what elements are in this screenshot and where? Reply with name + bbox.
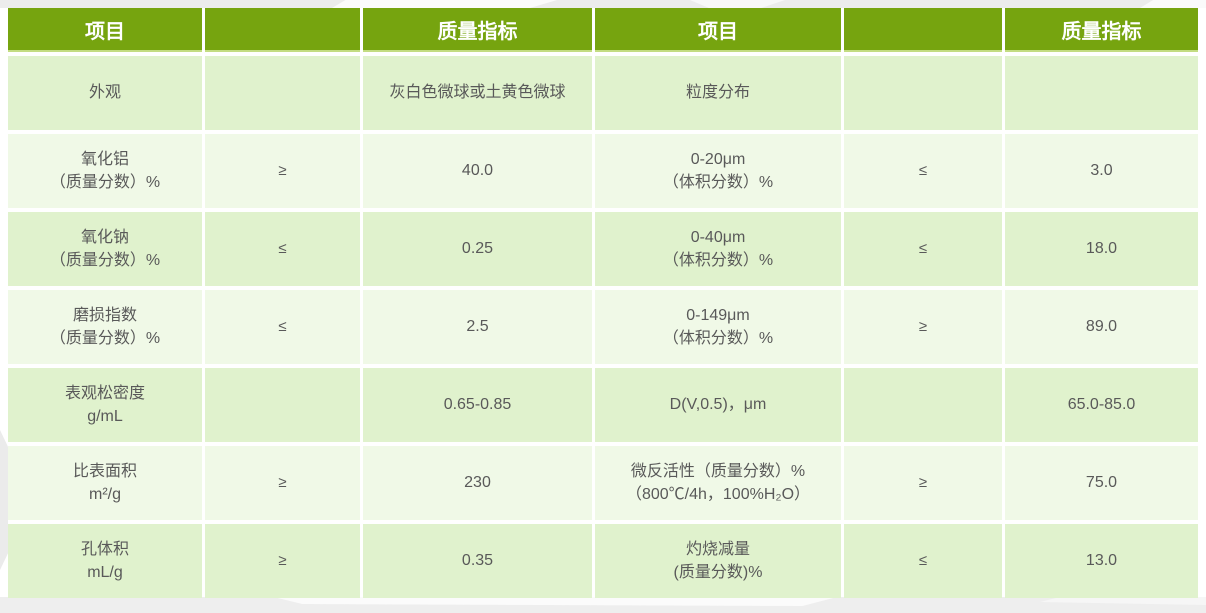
table-cell-value: 灰白色微球或土黄色微球 bbox=[363, 56, 592, 130]
table-cell-item: 外观 bbox=[8, 56, 202, 130]
background-shape-top-wedge bbox=[1140, 0, 1206, 8]
table-cell-value: 65.0-85.0 bbox=[1005, 368, 1198, 442]
table-cell-item: 0-40μm （体积分数）% bbox=[595, 212, 841, 286]
table-cell-item: 磨损指数 （质量分数）% bbox=[8, 290, 202, 364]
table-cell-value bbox=[1005, 56, 1198, 130]
table-cell-item: 氧化铝 （质量分数）% bbox=[8, 134, 202, 208]
table-cell-condition: ≤ bbox=[205, 212, 360, 286]
background-shape-left-sliver bbox=[0, 430, 8, 570]
background-shape-top-wedge bbox=[690, 0, 785, 8]
table-cell-condition: ≤ bbox=[205, 290, 360, 364]
table-cell-item: 孔体积 mL/g bbox=[8, 524, 202, 598]
background-shape-bottom-wedge bbox=[273, 597, 837, 606]
table-cell-condition bbox=[844, 56, 1002, 130]
table-cell-item: 微反活性（质量分数）% （800℃/4h，100%H₂O） bbox=[595, 446, 841, 520]
table-cell-value: 2.5 bbox=[363, 290, 592, 364]
background-shape-top-wedge bbox=[332, 0, 557, 8]
table-cell-value: 40.0 bbox=[363, 134, 592, 208]
table-cell-condition: ≥ bbox=[205, 524, 360, 598]
table-cell-item: 比表面积 m²/g bbox=[8, 446, 202, 520]
table-cell-value: 75.0 bbox=[1005, 446, 1198, 520]
table-cell-condition bbox=[844, 368, 1002, 442]
column-header-condition-right bbox=[844, 8, 1002, 52]
table-cell-item: 粒度分布 bbox=[595, 56, 841, 130]
table-cell-value: 18.0 bbox=[1005, 212, 1198, 286]
table-cell-item: 0-20μm （体积分数）% bbox=[595, 134, 841, 208]
table-cell-condition: ≥ bbox=[205, 446, 360, 520]
table-cell-value: 3.0 bbox=[1005, 134, 1198, 208]
column-header-index-left: 质量指标 bbox=[363, 8, 592, 52]
table-cell-value: 0.25 bbox=[363, 212, 592, 286]
table-cell-value: 0.35 bbox=[363, 524, 592, 598]
table-cell-condition bbox=[205, 56, 360, 130]
spec-table: 项目 质量指标 项目 质量指标 外观 灰白色微球或土黄色微球 粒度分布 氧化铝 … bbox=[8, 8, 1198, 598]
table-cell-condition: ≥ bbox=[844, 446, 1002, 520]
table-cell-value: 0.65-0.85 bbox=[363, 368, 592, 442]
column-header-item-right: 项目 bbox=[595, 8, 841, 52]
table-cell-condition bbox=[205, 368, 360, 442]
table-cell-item: 表观松密度 g/mL bbox=[8, 368, 202, 442]
column-header-index-right: 质量指标 bbox=[1005, 8, 1198, 52]
table-cell-condition: ≤ bbox=[844, 524, 1002, 598]
table-cell-condition: ≥ bbox=[844, 290, 1002, 364]
background-shape-bottom-wedge bbox=[1040, 597, 1206, 605]
table-cell-item: D(V,0.5)，μm bbox=[595, 368, 841, 442]
column-header-item-left: 项目 bbox=[8, 8, 202, 52]
table-cell-item: 氧化钠 （质量分数）% bbox=[8, 212, 202, 286]
table-cell-item: 灼烧减量 (质量分数)% bbox=[595, 524, 841, 598]
background-shape-top-band bbox=[0, 0, 1206, 8]
table-cell-value: 230 bbox=[363, 446, 592, 520]
table-cell-condition: ≥ bbox=[205, 134, 360, 208]
table-cell-condition: ≤ bbox=[844, 212, 1002, 286]
table-cell-condition: ≤ bbox=[844, 134, 1002, 208]
table-cell-item: 0-149μm （体积分数）% bbox=[595, 290, 841, 364]
table-cell-value: 13.0 bbox=[1005, 524, 1198, 598]
table-cell-value: 89.0 bbox=[1005, 290, 1198, 364]
column-header-condition-left bbox=[205, 8, 360, 52]
